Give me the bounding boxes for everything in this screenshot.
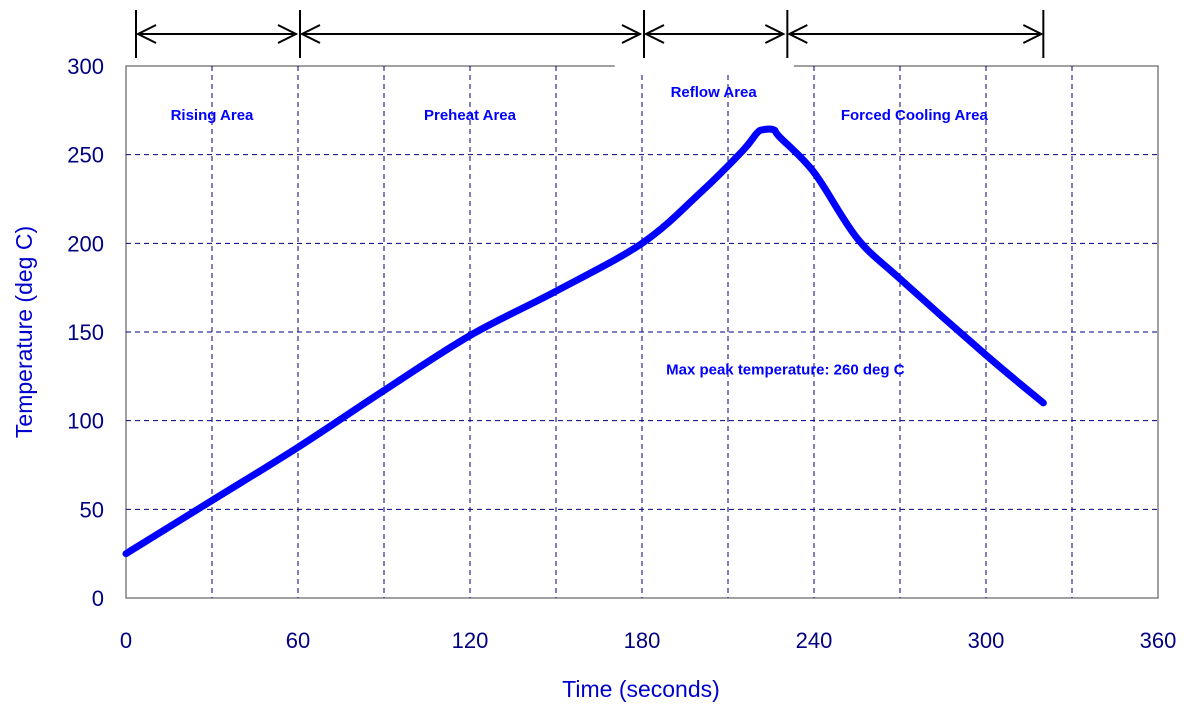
- y-axis-title: Temperature (deg C): [11, 226, 37, 438]
- y-tick-label: 0: [92, 586, 104, 611]
- zone-arrowhead-left: [299, 24, 321, 44]
- y-tick-label: 300: [67, 54, 104, 79]
- zone-label: Forced Cooling Area: [841, 107, 989, 124]
- zone-arrowhead-left: [135, 24, 157, 44]
- zone-arrowhead-left: [643, 24, 665, 44]
- zone-markers: Rising Area Preheat Area Reflow Area Forced…: [135, 10, 1045, 124]
- y-tick-label: 150: [67, 320, 104, 345]
- tick-labels: 0 60 120 180 240 300 360 0 50 100 150 200 250 300: [67, 54, 1176, 653]
- temperature-series: [122, 125, 1047, 558]
- zone-arrowhead-right: [621, 24, 643, 44]
- y-tick-label: 100: [67, 409, 104, 434]
- grid: [126, 66, 1158, 598]
- annotation: Max peak temperature: 260 deg C: [666, 362, 905, 379]
- zone-label: Preheat Area: [424, 107, 517, 124]
- y-tick-label: 200: [67, 231, 104, 256]
- y-tick-label: 50: [80, 497, 104, 522]
- zone-label: Reflow Area: [671, 84, 758, 101]
- zone-arrowhead-right: [1022, 24, 1044, 44]
- reflow-label-gap: [614, 60, 794, 72]
- x-tick-label: 0: [120, 628, 132, 653]
- temperature-line: [122, 125, 1047, 558]
- annotations: Max peak temperature: 260 deg C: [666, 362, 905, 379]
- y-tick-label: 250: [67, 143, 104, 168]
- x-tick-label: 180: [624, 628, 661, 653]
- x-tick-label: 360: [1140, 628, 1177, 653]
- x-tick-label: 120: [452, 628, 489, 653]
- x-axis-title: Time (seconds): [562, 676, 720, 702]
- zone-arrowhead-right: [277, 24, 299, 44]
- zone-arrowhead-right: [764, 24, 786, 44]
- zone-label: Rising Area: [171, 107, 254, 124]
- zone-arrowhead-left: [787, 24, 808, 44]
- x-tick-label: 300: [968, 628, 1005, 653]
- frame-gap: [614, 60, 794, 72]
- x-tick-label: 60: [286, 628, 310, 653]
- x-tick-label: 240: [796, 628, 833, 653]
